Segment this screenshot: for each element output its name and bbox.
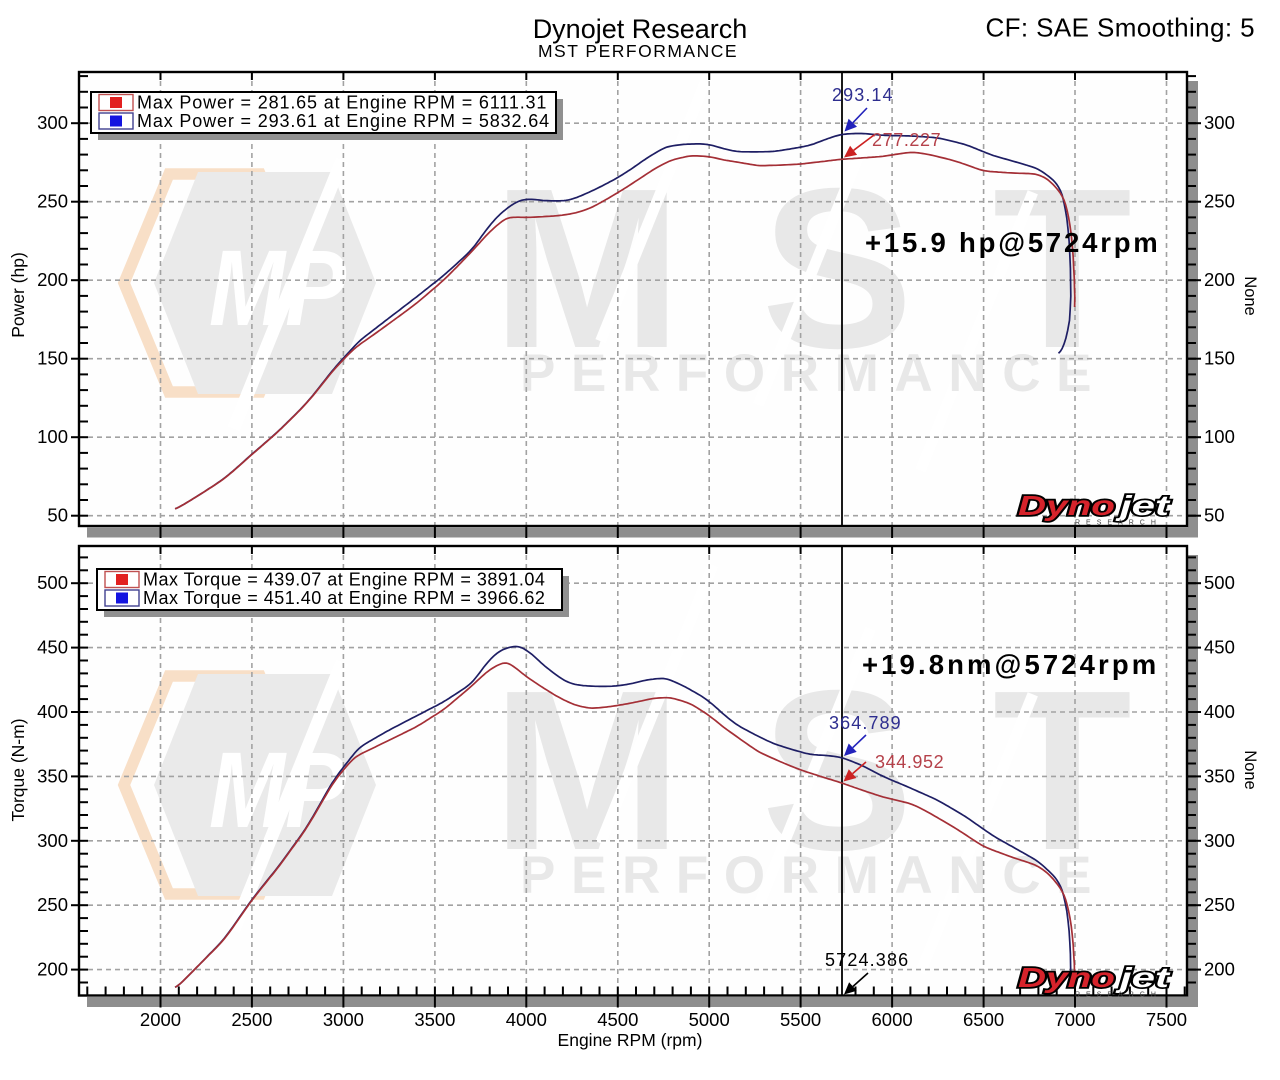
svg-text:jet: jet	[1114, 962, 1171, 993]
svg-text:Max Power = 281.65 at Engine R: Max Power = 281.65 at Engine RPM = 6111.…	[137, 93, 547, 113]
svg-text:5500: 5500	[780, 1009, 821, 1030]
svg-text:2000: 2000	[140, 1009, 181, 1030]
svg-text:350: 350	[37, 765, 68, 786]
svg-text:2500: 2500	[231, 1009, 272, 1030]
svg-text:293.14: 293.14	[832, 85, 894, 105]
svg-text:150: 150	[37, 348, 68, 369]
svg-text:350: 350	[1204, 765, 1235, 786]
svg-text:50: 50	[1204, 505, 1225, 526]
svg-text:450: 450	[1204, 637, 1235, 658]
svg-text:7000: 7000	[1054, 1009, 1095, 1030]
svg-text:500: 500	[1204, 572, 1235, 593]
svg-text:7500: 7500	[1146, 1009, 1187, 1030]
svg-text:+19.8nm@5724rpm: +19.8nm@5724rpm	[862, 649, 1159, 680]
svg-text:300: 300	[37, 112, 68, 133]
svg-text:250: 250	[37, 191, 68, 212]
svg-text:277.227: 277.227	[872, 130, 941, 150]
svg-text:450: 450	[37, 637, 68, 658]
svg-text:3000: 3000	[323, 1009, 364, 1030]
svg-text:200: 200	[37, 269, 68, 290]
svg-text:+15.9 hp@5724rpm: +15.9 hp@5724rpm	[865, 227, 1161, 258]
svg-text:Max Torque = 451.40 at Engine: Max Torque = 451.40 at Engine RPM = 3966…	[143, 588, 545, 608]
svg-text:PERFORMANCE: PERFORMANCE	[520, 344, 1095, 403]
svg-text:6000: 6000	[872, 1009, 913, 1030]
svg-text:300: 300	[37, 830, 68, 851]
svg-text:300: 300	[1204, 112, 1235, 133]
svg-text:200: 200	[1204, 959, 1235, 980]
svg-text:4500: 4500	[597, 1009, 638, 1030]
svg-text:Torque (N-m): Torque (N-m)	[8, 718, 28, 821]
svg-text:50: 50	[47, 505, 68, 526]
svg-text:PERFORMANCE: PERFORMANCE	[520, 846, 1095, 905]
svg-text:RESEARCH: RESEARCH	[1075, 520, 1162, 527]
svg-text:344.952: 344.952	[875, 752, 944, 772]
svg-text:Dyno: Dyno	[1018, 490, 1115, 521]
svg-text:Max Torque = 439.07 at Engine: Max Torque = 439.07 at Engine RPM = 3891…	[143, 570, 545, 590]
svg-text:400: 400	[37, 701, 68, 722]
svg-text:250: 250	[1204, 191, 1235, 212]
svg-text:100: 100	[1204, 426, 1235, 447]
svg-text:RESEARCH: RESEARCH	[1075, 992, 1162, 999]
svg-text:jet: jet	[1114, 490, 1171, 521]
svg-text:300: 300	[1204, 830, 1235, 851]
svg-text:5000: 5000	[689, 1009, 730, 1030]
svg-text:Engine RPM (rpm): Engine RPM (rpm)	[558, 1030, 703, 1050]
svg-text:364.789: 364.789	[829, 713, 902, 733]
svg-text:5724.386: 5724.386	[825, 950, 909, 970]
svg-text:200: 200	[1204, 269, 1235, 290]
svg-text:None: None	[1241, 276, 1259, 315]
svg-text:Power (hp): Power (hp)	[8, 252, 28, 338]
svg-text:6500: 6500	[963, 1009, 1004, 1030]
svg-text:Max Power = 293.61 at Engine R: Max Power = 293.61 at Engine RPM = 5832.…	[137, 111, 550, 131]
svg-text:Dynojet Research: Dynojet Research	[533, 14, 748, 44]
svg-text:None: None	[1241, 750, 1259, 789]
svg-text:200: 200	[37, 959, 68, 980]
svg-text:150: 150	[1204, 348, 1235, 369]
svg-text:400: 400	[1204, 701, 1235, 722]
svg-text:3500: 3500	[414, 1009, 455, 1030]
svg-text:4000: 4000	[506, 1009, 547, 1030]
svg-text:100: 100	[37, 426, 68, 447]
svg-text:Dyno: Dyno	[1018, 962, 1115, 993]
svg-text:250: 250	[1204, 894, 1235, 915]
svg-text:CF: SAE Smoothing: 5: CF: SAE Smoothing: 5	[985, 13, 1255, 43]
svg-text:250: 250	[37, 894, 68, 915]
svg-text:MST PERFORMANCE: MST PERFORMANCE	[538, 41, 738, 61]
svg-text:500: 500	[37, 572, 68, 593]
